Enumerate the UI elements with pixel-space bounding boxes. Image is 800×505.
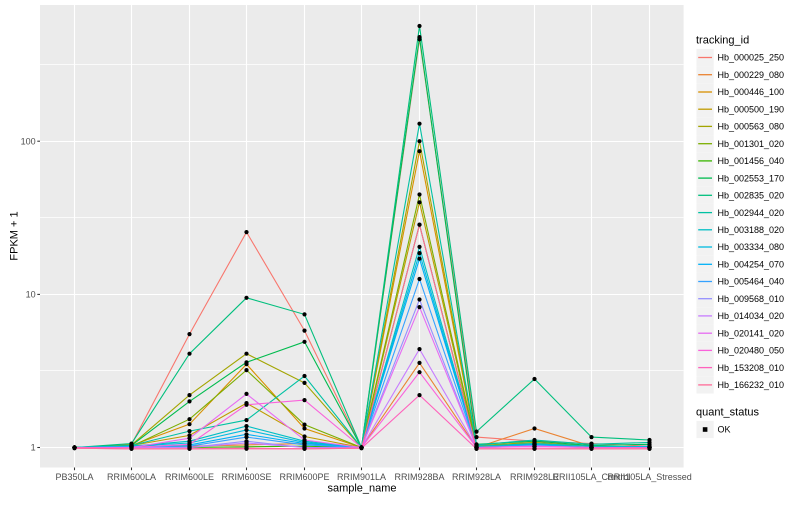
svg-text:Hb_005464_040: Hb_005464_040 bbox=[718, 277, 785, 287]
svg-text:Hb_153208_010: Hb_153208_010 bbox=[718, 363, 785, 373]
svg-text:Hb_009568_010: Hb_009568_010 bbox=[718, 294, 785, 304]
svg-text:OK: OK bbox=[718, 425, 731, 435]
svg-text:100: 100 bbox=[21, 136, 36, 146]
svg-text:Hb_004254_070: Hb_004254_070 bbox=[718, 260, 785, 270]
svg-text:tracking_id: tracking_id bbox=[696, 35, 749, 47]
svg-text:Hb_000025_250: Hb_000025_250 bbox=[718, 53, 785, 63]
svg-text:RRIM928LE: RRIM928LE bbox=[510, 472, 559, 482]
svg-text:sample_name: sample_name bbox=[327, 483, 396, 495]
svg-text:Hb_001456_040: Hb_001456_040 bbox=[718, 156, 785, 166]
svg-text:Hb_000500_190: Hb_000500_190 bbox=[718, 104, 785, 114]
svg-text:FPKM + 1: FPKM + 1 bbox=[9, 211, 21, 260]
svg-text:Hb_002835_020: Hb_002835_020 bbox=[718, 191, 785, 201]
svg-text:quant_status: quant_status bbox=[696, 407, 759, 419]
svg-text:Hb_000229_080: Hb_000229_080 bbox=[718, 70, 785, 80]
svg-text:Hb_003334_080: Hb_003334_080 bbox=[718, 242, 785, 252]
svg-text:RRII105LA_Stressed: RRII105LA_Stressed bbox=[607, 472, 692, 482]
svg-text:RRIM600PE: RRIM600PE bbox=[279, 472, 329, 482]
svg-text:1: 1 bbox=[31, 443, 36, 453]
svg-text:10: 10 bbox=[26, 290, 36, 300]
svg-text:RRII105LA_Control: RRII105LA_Control bbox=[552, 472, 630, 482]
svg-text:Hb_000446_100: Hb_000446_100 bbox=[718, 87, 785, 97]
svg-text:Hb_003188_020: Hb_003188_020 bbox=[718, 225, 785, 235]
svg-text:RRIM600LA: RRIM600LA bbox=[107, 472, 156, 482]
svg-text:Hb_002553_170: Hb_002553_170 bbox=[718, 173, 785, 183]
svg-text:RRIM928LA: RRIM928LA bbox=[452, 472, 501, 482]
svg-text:Hb_020480_050: Hb_020480_050 bbox=[718, 346, 785, 356]
svg-text:Hb_000563_080: Hb_000563_080 bbox=[718, 122, 785, 132]
svg-text:Hb_020141_020: Hb_020141_020 bbox=[718, 328, 785, 338]
svg-text:RRIM600SE: RRIM600SE bbox=[221, 472, 271, 482]
svg-text:Hb_002944_020: Hb_002944_020 bbox=[718, 208, 785, 218]
svg-text:Hb_001301_020: Hb_001301_020 bbox=[718, 139, 785, 149]
svg-text:Hb_014034_020: Hb_014034_020 bbox=[718, 311, 785, 321]
svg-text:RRIM928BA: RRIM928BA bbox=[394, 472, 444, 482]
svg-text:RRIM600LE: RRIM600LE bbox=[165, 472, 214, 482]
svg-text:RRIM901LA: RRIM901LA bbox=[337, 472, 386, 482]
svg-text:PB350LA: PB350LA bbox=[55, 472, 93, 482]
svg-text:Hb_166232_010: Hb_166232_010 bbox=[718, 380, 785, 390]
